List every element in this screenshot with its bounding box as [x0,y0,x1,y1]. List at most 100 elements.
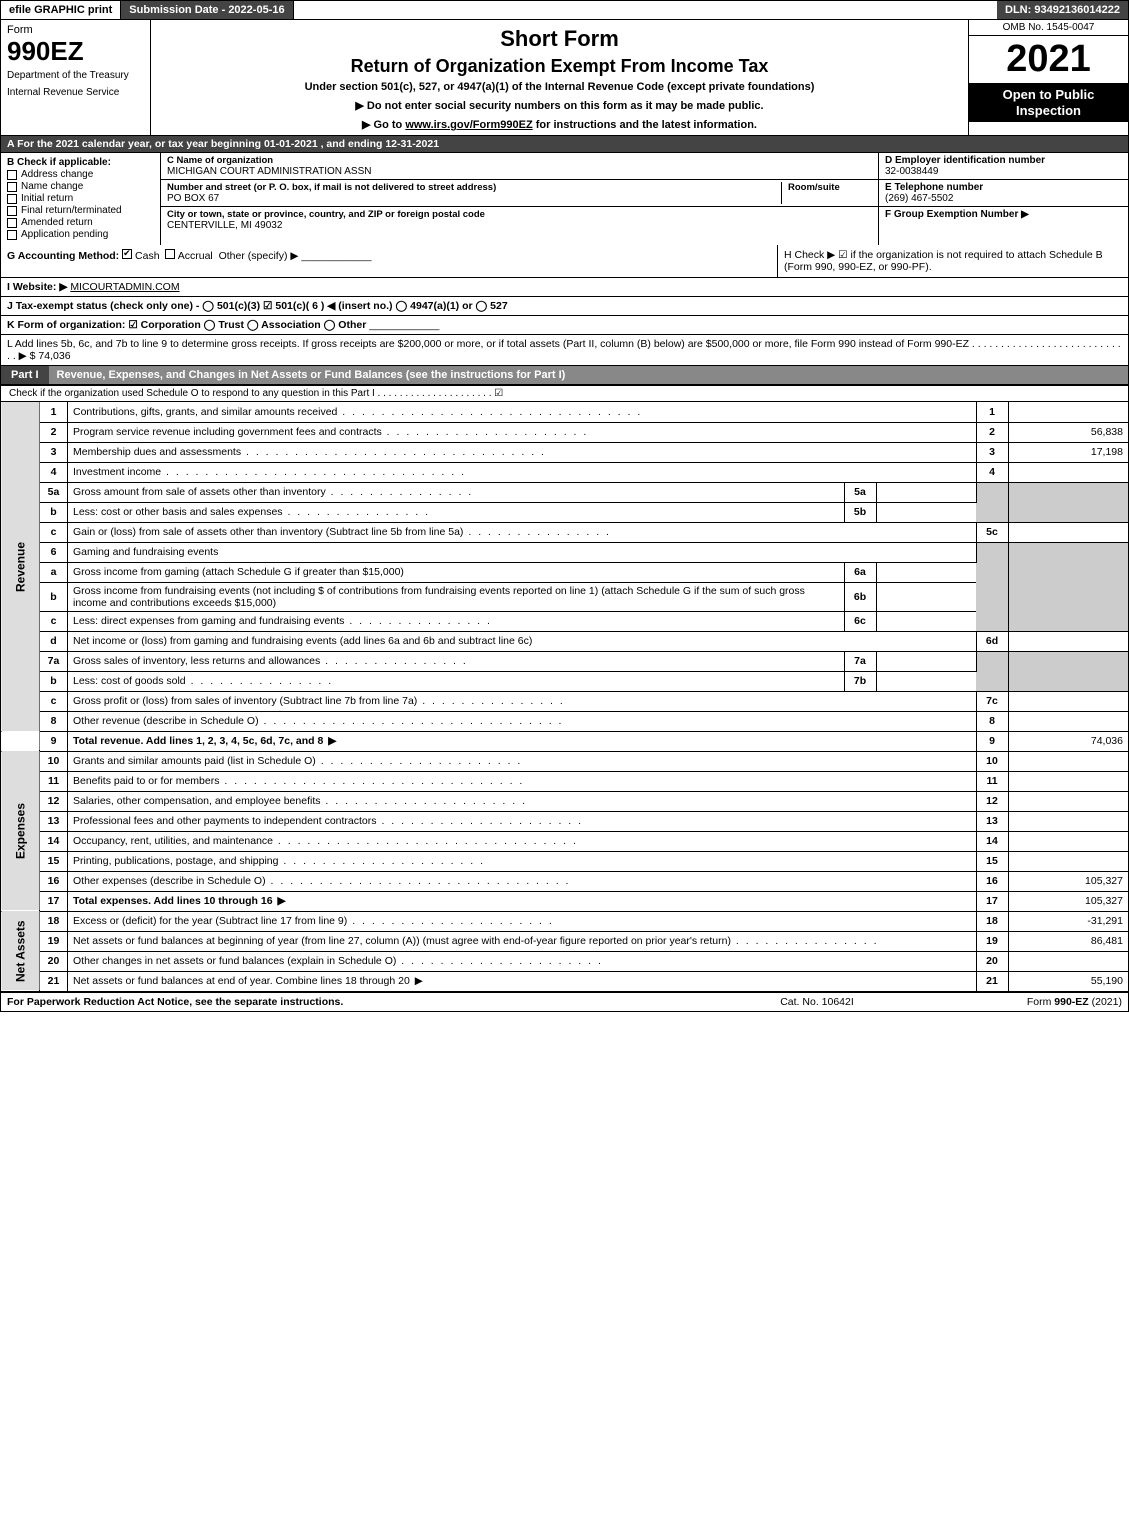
l7b-num: b [40,671,68,691]
l8-amt [1008,711,1128,731]
l1-desc: Contributions, gifts, grants, and simila… [68,402,977,422]
j-content: J Tax-exempt status (check only one) - ◯… [7,300,508,312]
l17-amt: 105,327 [1008,891,1128,911]
cb-cash[interactable] [122,249,132,259]
l8-num: 8 [40,711,68,731]
col-b-checkboxes: B Check if applicable: Address change Na… [1,153,161,245]
lbl-accrual: Accrual [178,250,213,262]
l19-amt: 86,481 [1008,931,1128,951]
l5b-subamt [876,502,976,522]
l19-box: 19 [976,931,1008,951]
l11-desc: Benefits paid to or for members [68,771,977,791]
lbl-address-change: Address change [21,169,93,180]
side-label-expenses: Expenses [1,751,40,911]
l16-amt: 105,327 [1008,871,1128,891]
l6c-num: c [40,611,68,631]
l10-num: 10 [40,751,68,771]
part1-note: Check if the organization used Schedule … [1,385,1128,401]
header-right: OMB No. 1545-0047 2021 Open to Public In… [968,20,1128,135]
lbl-cash: Cash [135,250,160,262]
l12-amt [1008,791,1128,811]
l13-amt [1008,811,1128,831]
phone-value: (269) 467-5502 [885,193,1122,204]
l20-box: 20 [976,951,1008,971]
l5c-amt [1008,522,1128,542]
website-link[interactable]: MICOURTADMIN.COM [70,281,179,293]
l21-box: 21 [976,971,1008,991]
l11-num: 11 [40,771,68,791]
line-a: A For the 2021 calendar year, or tax yea… [0,136,1129,153]
lbl-amended-return: Amended return [21,217,93,228]
l9-box: 9 [976,731,1008,751]
l6d-amt [1008,631,1128,651]
efile-print-label[interactable]: efile GRAPHIC print [1,1,121,19]
l9-num: 9 [40,731,68,751]
l2-amt: 56,838 [1008,422,1128,442]
l3-amt: 17,198 [1008,442,1128,462]
l5c-box: 5c [976,522,1008,542]
l6b-num: b [40,582,68,611]
tax-year: 2021 [969,36,1128,83]
cb-final-return[interactable] [7,206,17,216]
org-name: MICHIGAN COURT ADMINISTRATION ASSN [167,166,872,177]
l18-num: 18 [40,911,68,931]
lbl-initial-return: Initial return [21,193,73,204]
l1-box: 1 [976,402,1008,422]
line-i-website: I Website: ▶ MICOURTADMIN.COM [0,278,1129,297]
l5a-desc: Gross amount from sale of assets other t… [68,482,845,502]
l5c-desc: Gain or (loss) from sale of assets other… [68,522,977,542]
l7b-desc: Less: cost of goods sold [68,671,845,691]
l5b-subbox: 5b [844,502,876,522]
city-label: City or town, state or province, country… [167,209,872,220]
l6a-subbox: 6a [844,562,876,582]
l6a-subamt [876,562,976,582]
cb-address-change[interactable] [7,170,17,180]
l17-box: 17 [976,891,1008,911]
l17-desc: Total expenses. Add lines 10 through 16 [68,891,977,911]
l6-grey [976,542,1008,631]
l7c-amt [1008,691,1128,711]
cb-name-change[interactable] [7,182,17,192]
l5b-num: b [40,502,68,522]
side-label-net: Net Assets [1,911,40,991]
note-goto: ▶ Go to www.irs.gov/Form990EZ for instru… [157,118,962,131]
g-label: G Accounting Method: [7,250,119,262]
l20-amt [1008,951,1128,971]
l18-box: 18 [976,911,1008,931]
l6a-desc: Gross income from gaming (attach Schedul… [68,562,845,582]
l4-desc: Investment income [68,462,977,482]
l9-amt: 74,036 [1008,731,1128,751]
cb-initial-return[interactable] [7,194,17,204]
side-blank-rev [1,731,40,751]
dept-irs: Internal Revenue Service [7,87,144,98]
cb-accrual[interactable] [165,249,175,259]
dept-treasury: Department of the Treasury [7,70,144,81]
l13-num: 13 [40,811,68,831]
l6d-num: d [40,631,68,651]
cb-amended-return[interactable] [7,218,17,228]
b-letter: B [7,157,14,168]
l13-box: 13 [976,811,1008,831]
l15-num: 15 [40,851,68,871]
form-number: 990EZ [7,38,144,64]
l3-box: 3 [976,442,1008,462]
street-value: PO BOX 67 [167,193,775,204]
l19-num: 19 [40,931,68,951]
l7c-num: c [40,691,68,711]
line-l-gross-receipts: L Add lines 5b, 6c, and 7b to line 9 to … [0,335,1129,366]
l6-grey2 [1008,542,1128,631]
l16-desc: Other expenses (describe in Schedule O) [68,871,977,891]
l5c-num: c [40,522,68,542]
footer-cat: Cat. No. 10642I [692,996,942,1008]
l6b-desc: Gross income from fundraising events (no… [68,582,845,611]
cb-application-pending[interactable] [7,230,17,240]
col-c-org: C Name of organization MICHIGAN COURT AD… [161,153,878,245]
line-j-tax-status: J Tax-exempt status (check only one) - ◯… [0,297,1129,316]
l6a-num: a [40,562,68,582]
goto-link[interactable]: www.irs.gov/Form990EZ [405,119,532,131]
top-bar: efile GRAPHIC print Submission Date - 20… [0,0,1129,20]
l1-num: 1 [40,402,68,422]
footer-form-post: (2021) [1089,996,1122,1008]
topbar-spacer [294,1,997,19]
l14-amt [1008,831,1128,851]
